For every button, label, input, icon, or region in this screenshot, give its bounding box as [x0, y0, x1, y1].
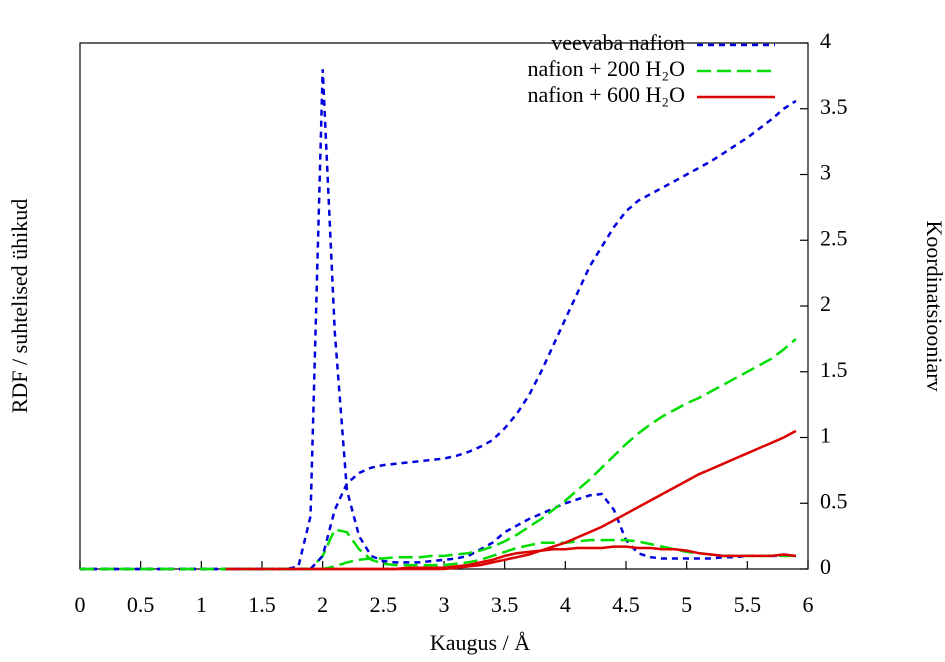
x-tick-label: 4: [560, 592, 571, 617]
series-line: [80, 528, 796, 571]
x-tick-label: 2: [317, 592, 328, 617]
series-line: [225, 429, 797, 571]
series-line: [80, 99, 797, 571]
y2-tick-label: 3: [820, 160, 831, 185]
y2-axis-label: Koordinatsiooniarv: [922, 220, 945, 391]
x-tick-label: 6: [803, 592, 814, 617]
x-tick-label: 0: [75, 592, 86, 617]
legend-label: nafion + 200 H₂O: [527, 56, 685, 81]
y2-tick-label: 1: [820, 423, 831, 448]
x-tick-label: 4.5: [612, 592, 640, 617]
x-tick-label: 3.5: [491, 592, 519, 617]
y2-tick-label: 3.5: [820, 94, 848, 119]
x-tick-label: 1.5: [248, 592, 276, 617]
legend-label: veevaba nafion: [551, 30, 685, 55]
x-tick-label: 1: [196, 592, 207, 617]
y2-tick-label: 1.5: [820, 357, 848, 382]
x-axis-label: Kaugus / Å: [430, 630, 530, 655]
x-tick-label: 0.5: [127, 592, 155, 617]
x-tick-label: 5: [681, 592, 692, 617]
x-tick-label: 2.5: [370, 592, 398, 617]
x-tick-label: 5.5: [734, 592, 762, 617]
y2-tick-label: 0: [820, 554, 831, 579]
y2-tick-label: 0.5: [820, 488, 848, 513]
y2-tick-label: 4: [820, 28, 831, 53]
series-line: [80, 69, 796, 571]
y2-tick-label: 2.5: [820, 225, 848, 250]
plot-frame: [79, 42, 809, 570]
x-tick-label: 3: [439, 592, 450, 617]
y2-tick-label: 2: [820, 291, 831, 316]
y-axis-label: RDF / suhtelised ühikud: [7, 199, 32, 414]
legend-label: nafion + 600 H₂O: [527, 82, 685, 107]
series-line: [80, 337, 797, 571]
